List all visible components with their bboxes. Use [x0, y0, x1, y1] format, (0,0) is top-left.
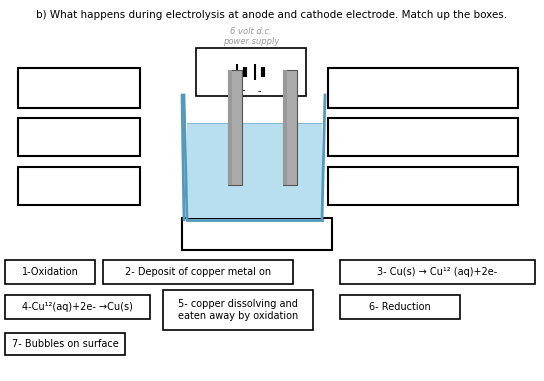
Text: 5- copper dissolving and
eaten away by oxidation: 5- copper dissolving and eaten away by o…: [178, 299, 298, 321]
Bar: [18, 167, 140, 205]
Bar: [328, 68, 518, 108]
Text: b) What happens during electrolysis at anode and cathode electrode. Match up the: b) What happens during electrolysis at a…: [36, 10, 508, 20]
Text: +: +: [237, 86, 245, 96]
Bar: [228, 70, 232, 185]
Bar: [5, 260, 95, 284]
Bar: [5, 295, 150, 319]
Text: 6- Reduction: 6- Reduction: [369, 302, 431, 312]
Text: 7- Bubbles on surface: 7- Bubbles on surface: [11, 339, 119, 349]
Bar: [340, 260, 535, 284]
Text: 2- Deposit of copper metal on: 2- Deposit of copper metal on: [125, 267, 271, 277]
Text: 3- Cu(s) → Cu¹² (aq)+2e-: 3- Cu(s) → Cu¹² (aq)+2e-: [378, 267, 498, 277]
Bar: [196, 48, 306, 96]
Bar: [103, 260, 293, 284]
Text: 1-Oxidation: 1-Oxidation: [22, 267, 78, 277]
Bar: [283, 70, 297, 185]
Bar: [328, 118, 518, 156]
Bar: [5, 333, 125, 355]
Bar: [228, 70, 242, 185]
Bar: [163, 290, 313, 330]
Bar: [182, 218, 332, 250]
Text: -: -: [257, 86, 261, 96]
Bar: [340, 295, 460, 319]
Bar: [187, 123, 322, 218]
Bar: [18, 68, 140, 108]
Text: 4-Cu¹²(aq)+2e- →Cu(s): 4-Cu¹²(aq)+2e- →Cu(s): [22, 302, 133, 312]
Bar: [18, 118, 140, 156]
Bar: [328, 167, 518, 205]
Bar: [283, 70, 287, 185]
Text: 6 volt d.c.
power supply: 6 volt d.c. power supply: [223, 27, 279, 46]
